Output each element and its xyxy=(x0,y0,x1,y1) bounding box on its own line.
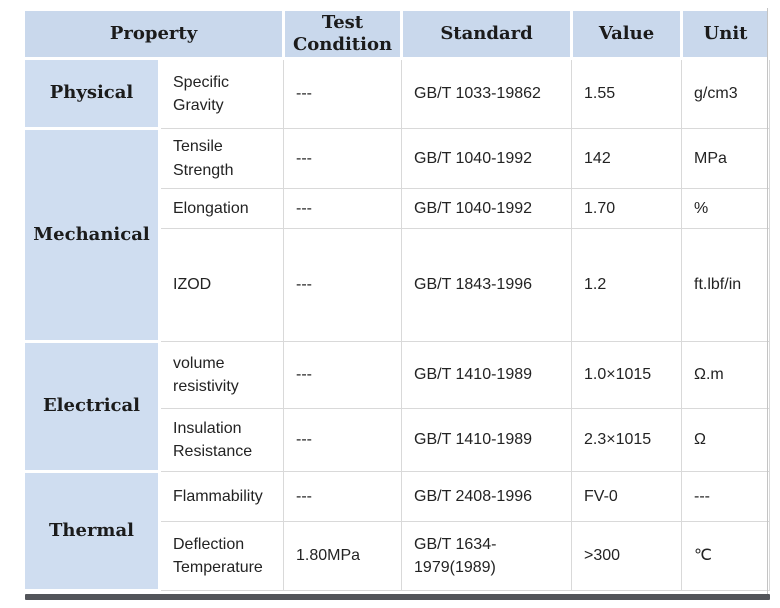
unit-cell: Ω.m xyxy=(681,341,771,409)
table-row: IZOD --- GB/T 1843-1996 1.2 ft.lbf/in xyxy=(24,228,771,342)
table-row: Insulation Resistance --- GB/T 1410-1989 2.… xyxy=(24,408,771,472)
unit-cell: % xyxy=(681,188,771,229)
standard-cell: GB/T 1410-1989 xyxy=(401,408,573,472)
property-cell: Specific Gravity xyxy=(158,58,285,129)
table-row: Thermal Flammability --- GB/T 2408-1996 FV-0… xyxy=(22,470,771,592)
property-cell: Deflection Temperature xyxy=(158,521,285,591)
condition-cell: 1.80MPa xyxy=(283,521,403,591)
table-row: Elongation --- GB/T 1040-1992 1.70% xyxy=(24,188,771,229)
table-right-border xyxy=(767,8,768,597)
value-cell: 2.3×1015 xyxy=(571,408,683,472)
table-row: Electrical volume resistivity --- GB/T 1410… xyxy=(22,340,771,473)
condition-cell: --- xyxy=(283,341,403,409)
condition-cell: --- xyxy=(283,58,403,129)
table-header: Property Test Condition Standard Value U… xyxy=(21,8,772,60)
property-cell: Insulation Resistance xyxy=(158,408,285,472)
table-row: Deflection Temperature 1.80MPa GB/T 1634-1… xyxy=(24,521,771,591)
value-cell: >300 xyxy=(571,521,683,591)
unit-cell: Ω xyxy=(681,408,771,472)
value-cell: 1.70 xyxy=(571,188,683,229)
column-header-test-condition: Test Condition xyxy=(282,8,404,60)
property-cell: volume resistivity xyxy=(158,341,285,409)
category-cell: Physical xyxy=(22,57,161,130)
property-cell: Elongation xyxy=(158,188,285,229)
standard-cell: GB/T 1040-1992 xyxy=(401,128,573,189)
value-cell: FV-0 xyxy=(571,471,683,522)
category-cell: Mechanical xyxy=(22,127,161,343)
condition-cell: --- xyxy=(283,188,403,229)
column-header-value: Value xyxy=(570,8,684,60)
column-header-standard: Standard xyxy=(400,8,574,60)
category-cell: Thermal xyxy=(22,470,161,592)
standard-cell: GB/T 1033-19862 xyxy=(401,58,573,129)
standard-cell: GB/T 1040-1992 xyxy=(401,188,573,229)
condition-cell: --- xyxy=(283,408,403,472)
column-header-unit: Unit xyxy=(680,8,772,60)
standard-cell: GB/T 1843-1996 xyxy=(401,228,573,342)
condition-cell: --- xyxy=(283,128,403,189)
header-row: Property Test Condition Standard Value U… xyxy=(21,8,772,60)
table-body: Physical Specific Gravity --- GB/T 1033-198… xyxy=(22,57,771,592)
value-cell: 1.2 xyxy=(571,228,683,342)
unit-cell: --- xyxy=(681,471,771,522)
table-row: Physical Specific Gravity --- GB/T 1033-198… xyxy=(22,57,771,130)
unit-cell: ℃ xyxy=(681,521,771,591)
value-cell: 1.0×1015 xyxy=(571,341,683,409)
condition-cell: --- xyxy=(283,228,403,342)
material-properties-table: Property Test Condition Standard Value U… xyxy=(21,8,772,592)
property-cell: Flammability xyxy=(158,471,285,522)
category-cell: Electrical xyxy=(22,340,161,473)
unit-cell: MPa xyxy=(681,128,771,189)
property-cell: Tensile Strength xyxy=(158,128,285,189)
standard-cell: GB/T 1634-1979(1989) xyxy=(401,521,573,591)
standard-cell: GB/T 1410-1989 xyxy=(401,341,573,409)
property-cell: IZOD xyxy=(158,228,285,342)
unit-cell: ft.lbf/in xyxy=(681,228,771,342)
column-header-property: Property xyxy=(21,8,286,60)
unit-cell: g/cm3 xyxy=(681,58,771,129)
spec-table-container: Property Test Condition Standard Value U… xyxy=(21,8,772,592)
value-cell: 1.55 xyxy=(571,58,683,129)
table-row: Mechanical Tensile Strength --- GB/T 1040-1… xyxy=(22,127,771,343)
condition-cell: --- xyxy=(283,471,403,522)
table-bottom-shadow-bar xyxy=(25,594,770,600)
value-cell: 142 xyxy=(571,128,683,189)
standard-cell: GB/T 2408-1996 xyxy=(401,471,573,522)
